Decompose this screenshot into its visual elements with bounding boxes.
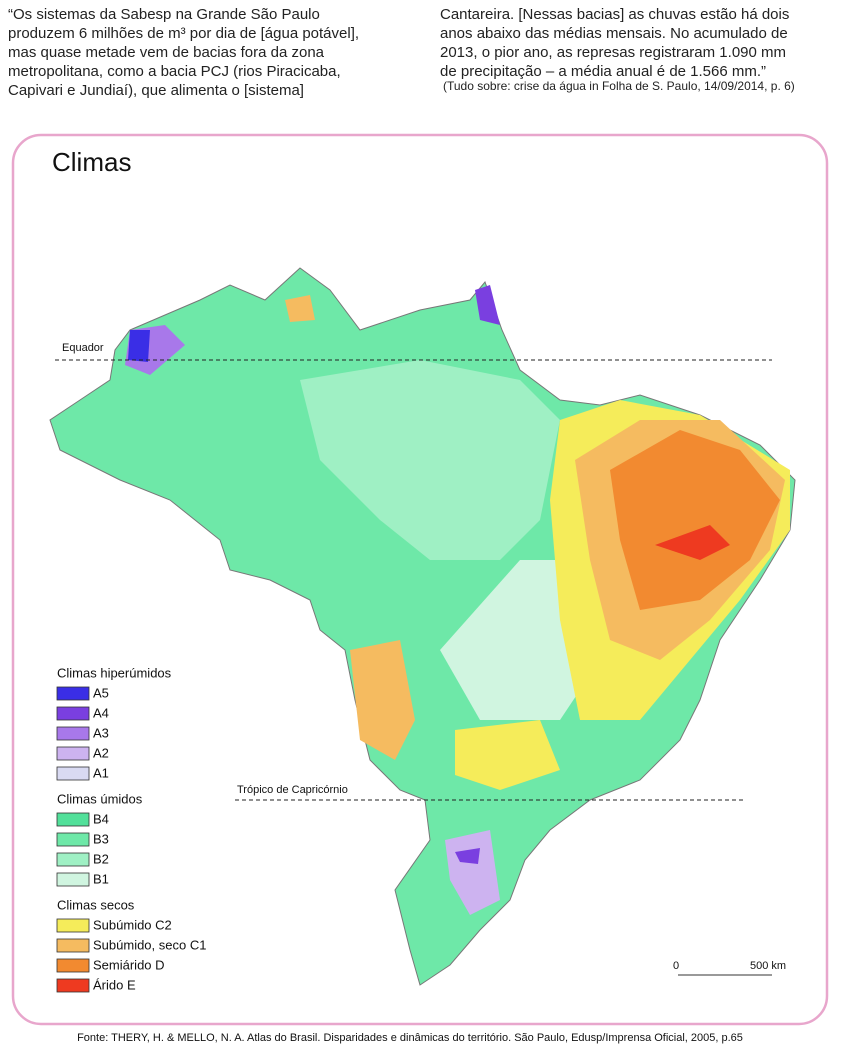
region-a4-south	[455, 848, 480, 864]
legend-swatch	[56, 978, 90, 993]
legend-group-title: Climas úmidos	[57, 791, 143, 806]
equator-label: Equador	[62, 342, 104, 354]
scale-label: 500 km	[750, 960, 786, 972]
legend-swatch	[56, 812, 90, 827]
tropic-label: Trópico de Capricórnio	[237, 784, 348, 796]
quote-line: Capivari e Jundiaí), que alimenta o [sis…	[8, 82, 304, 99]
quote-line: produzem 6 milhões de m³ por dia de [águ…	[8, 25, 360, 42]
legend-swatch	[56, 766, 90, 781]
legend-label: A3	[93, 725, 109, 740]
legend-swatch	[56, 686, 90, 701]
citation: (Tudo sobre: crise da água in Folha de S…	[443, 79, 795, 93]
legend-label: A4	[93, 705, 109, 720]
quote-line: anos abaixo das médias mensais. No acumu…	[440, 25, 788, 42]
quote-line: mas quase metade vem de bacias fora da z…	[8, 44, 325, 61]
legend-label: B1	[93, 871, 109, 886]
legend-label: B4	[93, 811, 109, 826]
legend-label: Árido E	[93, 977, 136, 992]
legend-label: B2	[93, 851, 109, 866]
quote-line: “Os sistemas da Sabesp na Grande São Pau…	[8, 6, 320, 23]
region-c1-north	[285, 295, 315, 322]
region-d	[610, 430, 780, 610]
legend-label: Subúmido, seco C1	[93, 937, 206, 952]
frame	[11, 133, 829, 1026]
legend-swatch	[56, 706, 90, 721]
source: Fonte: THERY, H. & MELLO, N. A. Atlas do…	[77, 1032, 743, 1044]
map-title: Climas	[52, 147, 131, 177]
legend-swatch	[56, 938, 90, 953]
region-a2-south	[445, 830, 500, 915]
region-a5-nw	[128, 330, 150, 362]
region-b2	[300, 360, 560, 560]
region-a4-north	[475, 285, 500, 325]
legend-group-title: Climas hiperúmidos	[57, 665, 172, 680]
scale-zero: 0	[673, 960, 679, 972]
legend-swatch	[56, 872, 90, 887]
legend-label: A5	[93, 685, 109, 700]
legend-label: A2	[93, 745, 109, 760]
legend-swatch	[56, 832, 90, 847]
region-c2-south	[455, 720, 560, 790]
legend-label: A1	[93, 765, 109, 780]
legend-group-title: Climas secos	[57, 897, 135, 912]
quote-line: Cantareira. [Nessas bacias] as chuvas es…	[440, 6, 790, 23]
legend-swatch	[56, 852, 90, 867]
region-e	[655, 525, 730, 560]
legend-label: B3	[93, 831, 109, 846]
quote-line: 2013, o pior ano, as represas registrara…	[440, 44, 787, 61]
legend-swatch	[56, 746, 90, 761]
region-c1-west	[350, 640, 415, 760]
brazil-map	[49, 267, 796, 986]
legend-swatch	[56, 726, 90, 741]
legend-label: Subúmido C2	[93, 917, 172, 932]
legend-swatch	[56, 958, 90, 973]
legend: Climas hiperúmidos A5 A4 A3 A2 A1 Climas úmido…	[56, 665, 206, 993]
legend-label: Semiárido D	[93, 957, 165, 972]
legend-swatch	[56, 918, 90, 933]
quote-line: metropolitana, como a bacia PCJ (rios Pi…	[8, 63, 341, 80]
quote-line: de precipitação – a média anual é de 1.5…	[440, 63, 767, 80]
